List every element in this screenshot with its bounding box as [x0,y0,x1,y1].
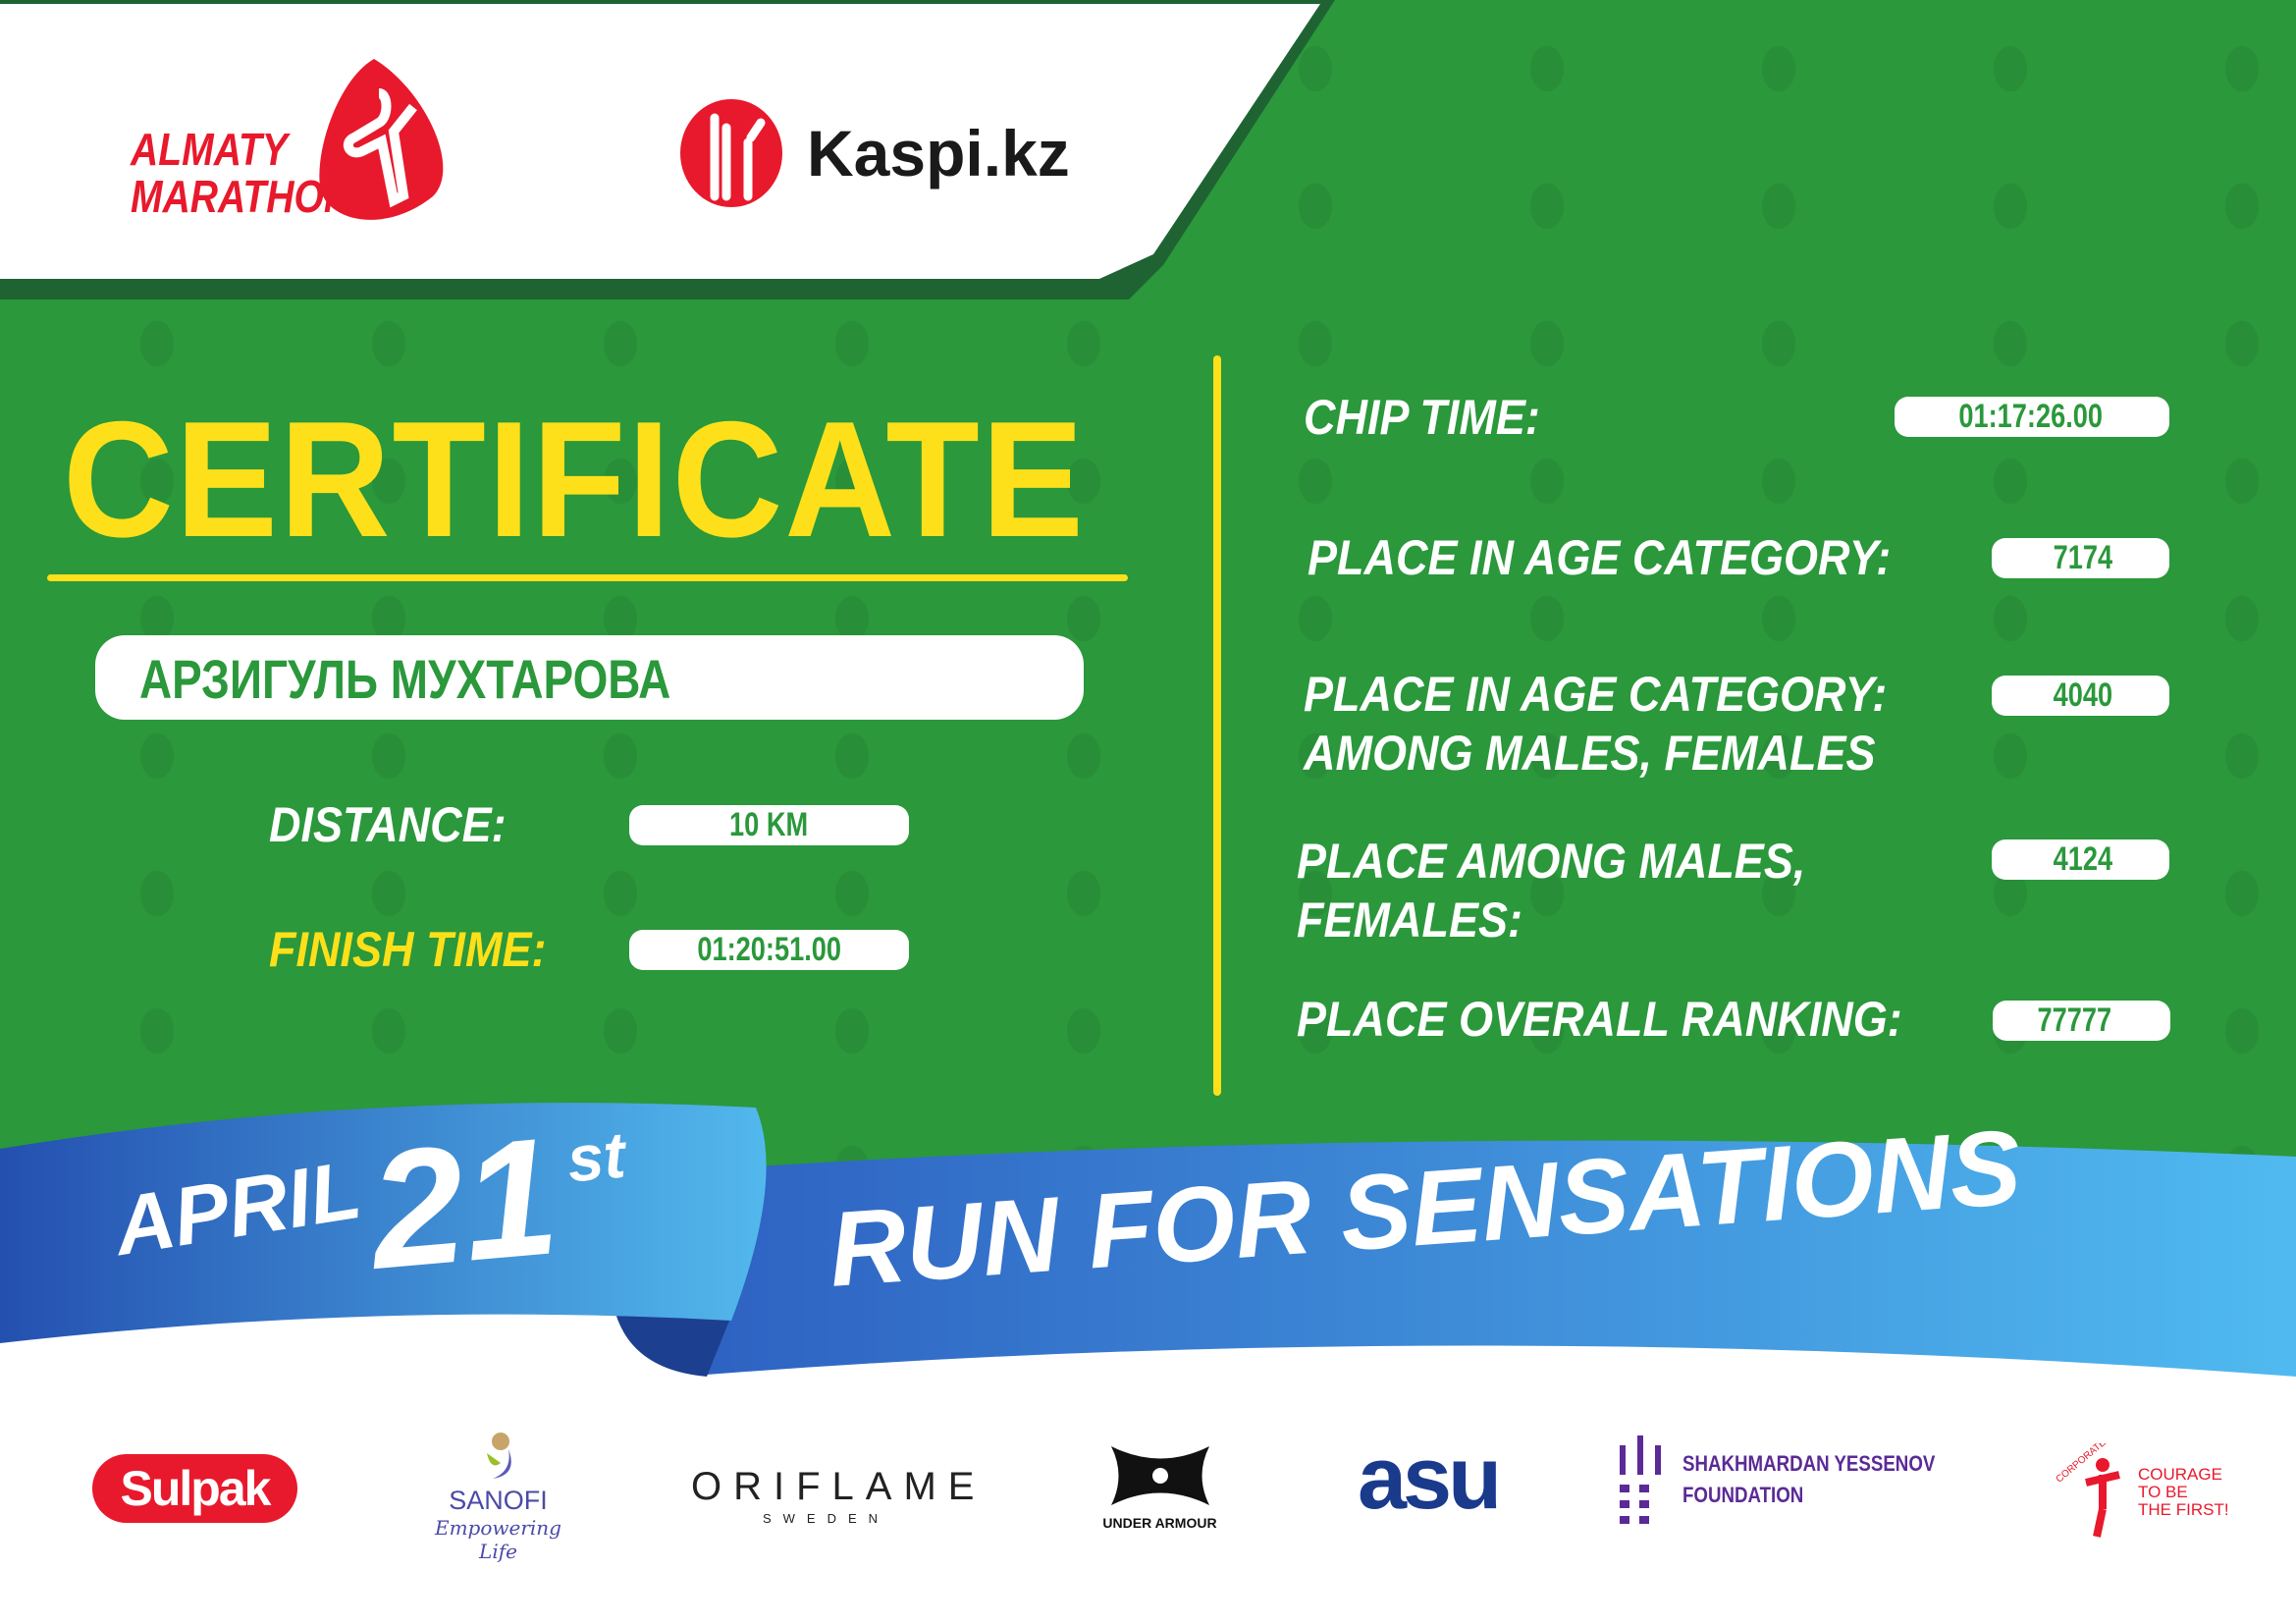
sanofi-logo: SANOFI Empowering Life [422,1432,574,1563]
chip-time-label: CHIP TIME: [1304,390,1540,445]
under-armour-logo: UNDER ARMOUR [1079,1441,1241,1531]
kaspi-figures-icon [680,99,782,207]
sulpak-logo: Sulpak [92,1454,297,1523]
overall-ranking-label: PLACE OVERALL RANKING: [1297,992,1902,1047]
finish-time-value: 01:20:51.00 [629,930,909,970]
yessenov-bars-icon [1620,1435,1661,1524]
certificate-title: CERTIFICATE [63,387,1086,571]
overall-ranking-value: 77777 [1993,1001,2170,1041]
participant-name: АРЗИГУЛЬ МУХТАРОВА [139,648,671,710]
kaspi-wordmark: Kaspi.kz [807,117,1070,189]
runner-drop-icon [319,59,444,220]
chip-time-value: 01:17:26.00 [1895,397,2169,437]
header-panel [0,4,1320,279]
name-box [95,635,1084,720]
sanofi-bird-icon [486,1433,511,1479]
gender-place-value: 4124 [1992,839,2169,880]
asu-logo: asu [1358,1430,1502,1528]
kaspi-logo: Kaspi.kz [677,98,1070,208]
finish-time-label: FINISH TIME: [269,922,547,977]
date-day: 21 [363,1103,565,1305]
date-suffix: st [563,1117,628,1196]
age-category-value: 7174 [1992,538,2169,578]
age-category-gender-label-2: AMONG MALES, FEMALES [1304,726,1876,781]
title-underline [47,574,1128,581]
oriflame-logo: ORIFLAME SWEDEN [691,1465,987,1526]
vertical-divider [1213,355,1221,1096]
under-armour-icon [1110,1446,1209,1505]
date-ribbon [0,1103,2296,1377]
age-category-gender-label-1: PLACE IN AGE CATEGORY: [1304,667,1888,722]
courage-fund-figure-icon: CORPORATE FUND [2055,1443,2130,1538]
almaty-marathon-logo [129,59,453,231]
distance-value: 10 KM [629,805,909,845]
age-category-gender-value: 4040 [1992,676,2169,716]
almaty-marathon-wordmark: ALMATY MARATHON [131,124,352,222]
courage-fund-logo: CORPORATE FUND COURAGE TO BE THE FIRST! [2052,1443,2229,1542]
gender-place-label-2: FEMALES: [1297,893,1522,947]
age-category-label: PLACE IN AGE CATEGORY: [1308,530,1892,585]
distance-label: DISTANCE: [269,797,507,852]
gender-place-label-1: PLACE AMONG MALES, [1297,834,1806,889]
yessenov-foundation-logo: SHAKHMARDAN YESSENOV FOUNDATION [1618,1435,1980,1524]
